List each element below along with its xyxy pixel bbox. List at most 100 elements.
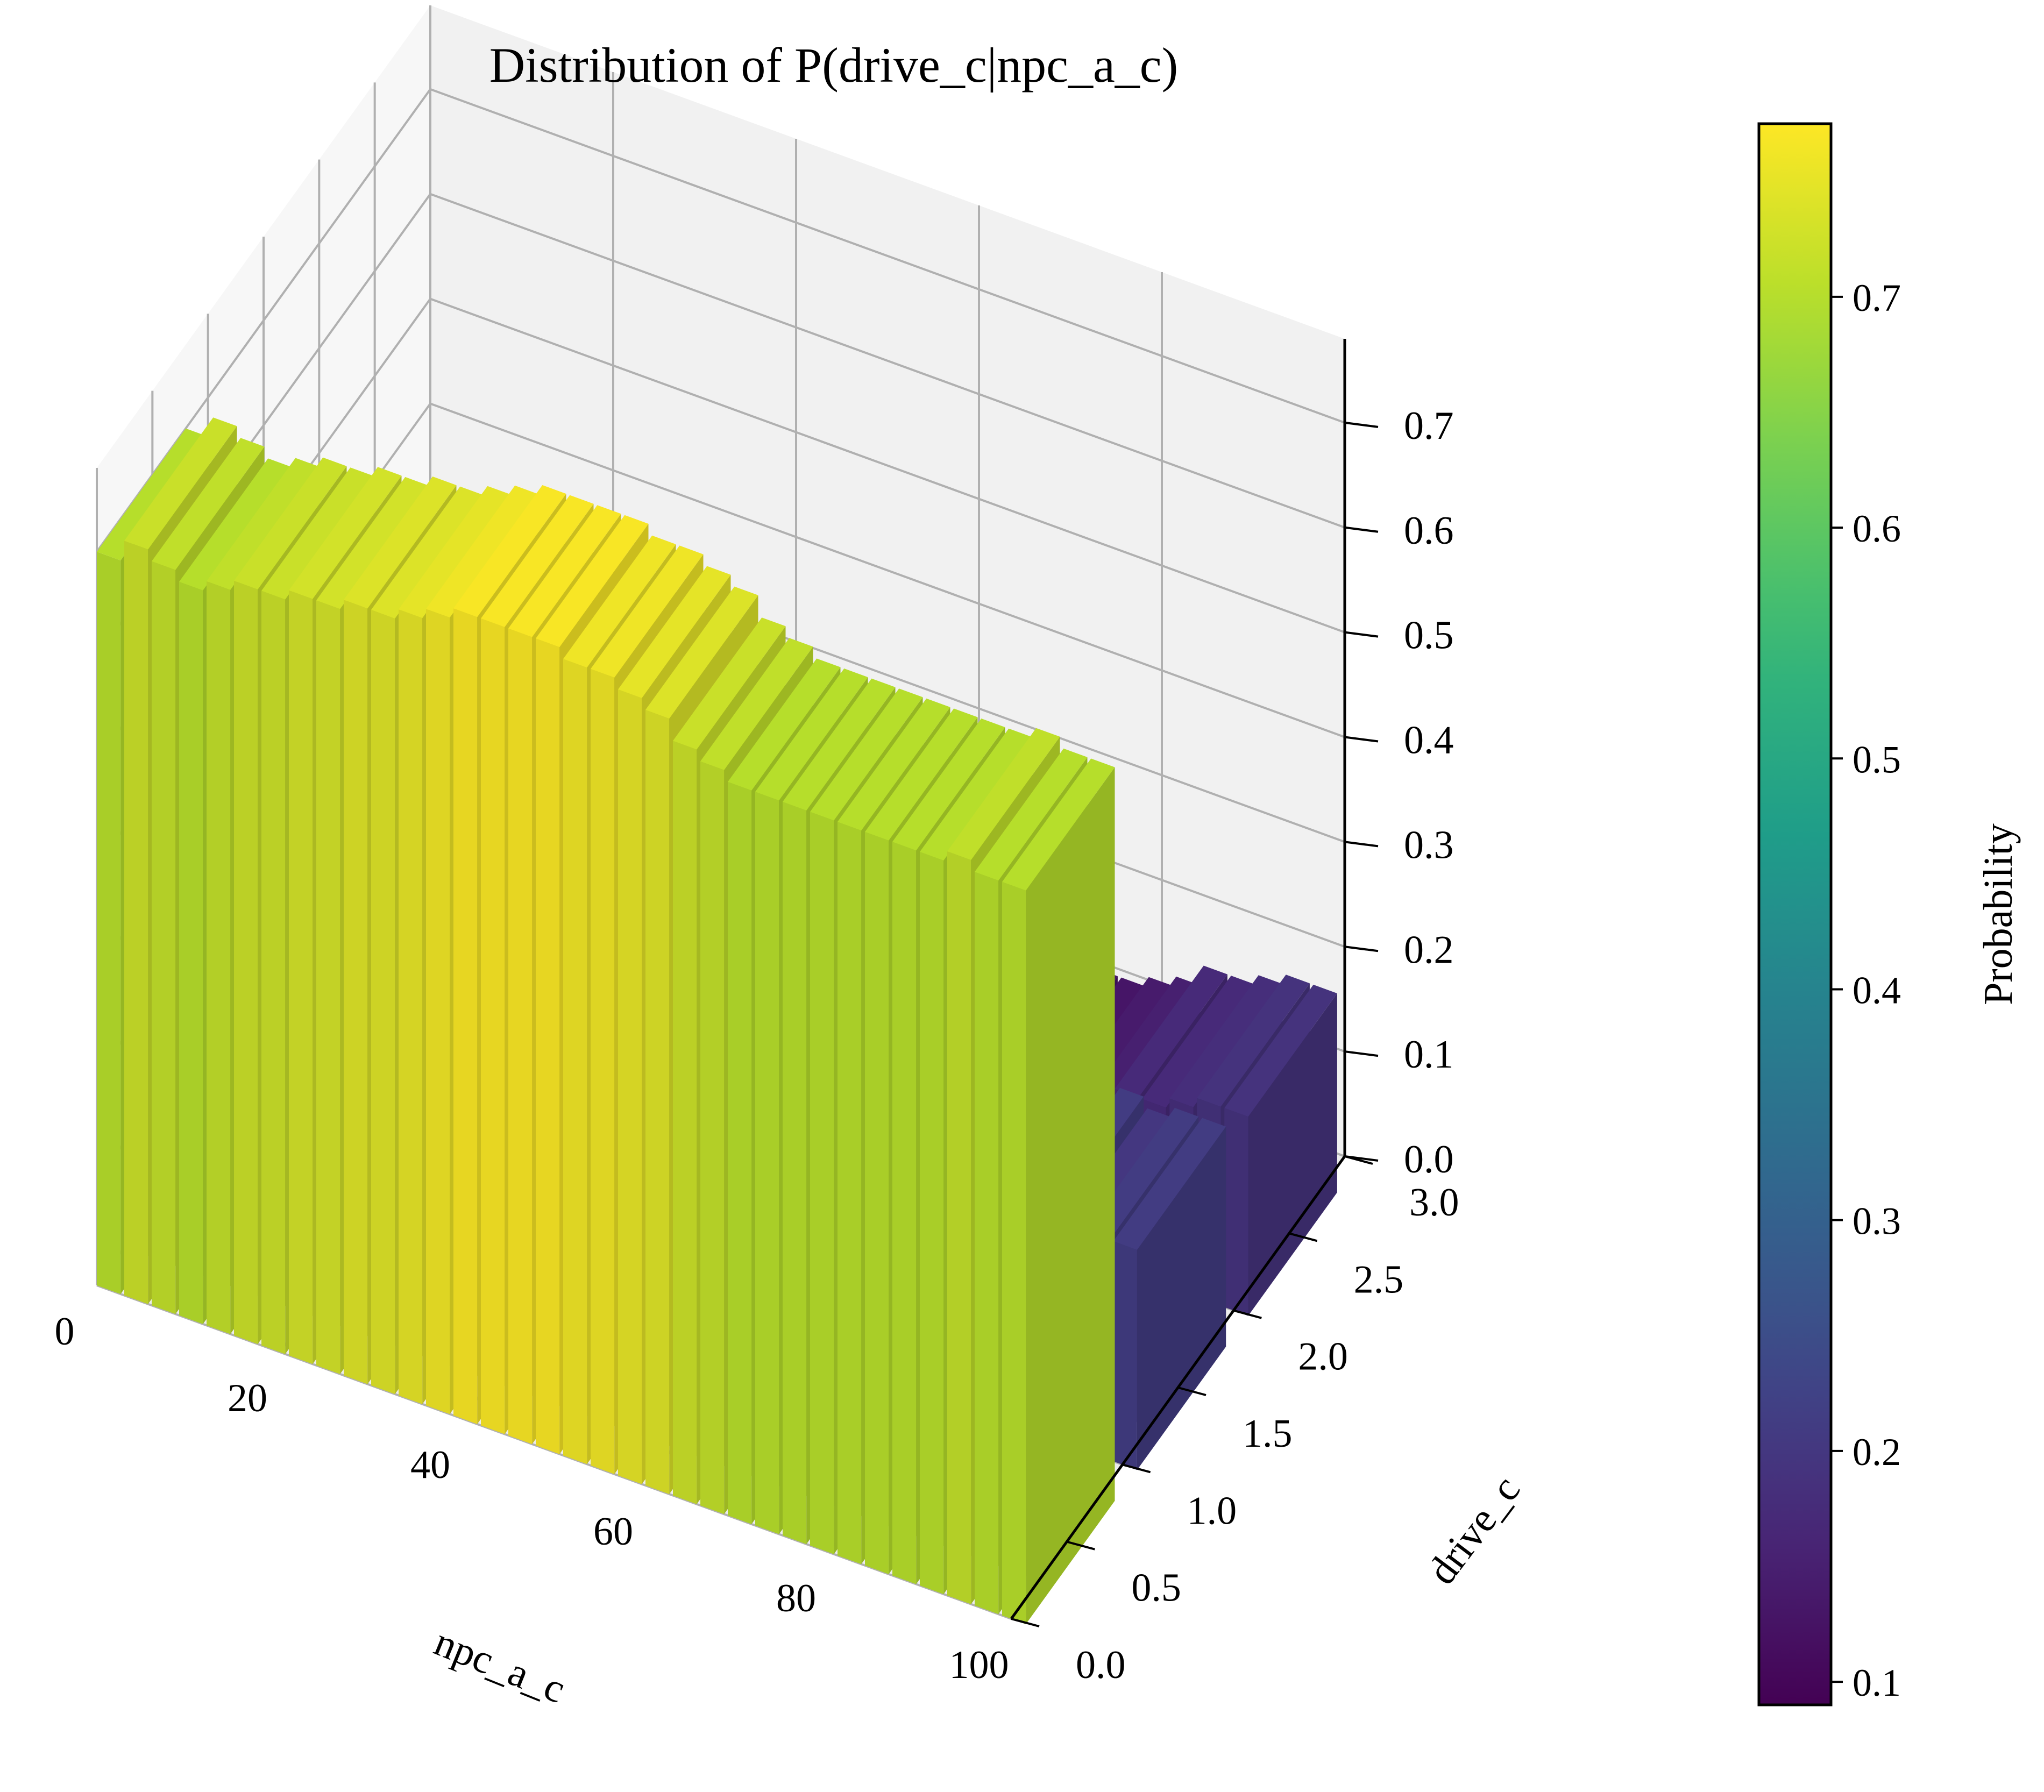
- y-tick-label: 2.5: [1354, 1257, 1404, 1302]
- y-tick-mark: [1289, 1232, 1318, 1242]
- y-tick-mark: [1011, 1618, 1040, 1627]
- bar-top-face: [1002, 758, 1115, 891]
- y-axis-label: drive_c: [1419, 1468, 1529, 1593]
- bar-front-face: [947, 851, 971, 1604]
- bar-front-face: [481, 618, 505, 1434]
- bar-front-face: [728, 781, 752, 1524]
- bar-front-face: [783, 801, 807, 1545]
- z-tick-mark: [1344, 841, 1379, 848]
- z-tick-mark: [1344, 736, 1379, 743]
- bar-top-face: [371, 486, 484, 619]
- bar-front-face: [344, 600, 368, 1384]
- bar-front-face: [426, 609, 450, 1414]
- z-tick-label: 0.3: [1404, 823, 1454, 867]
- y-tick-mark: [1177, 1386, 1206, 1396]
- bar-front-face: [563, 659, 587, 1464]
- y-tick-mark: [1066, 1540, 1095, 1551]
- bar: [1113, 1118, 1226, 1470]
- colorbar-gradient: [1757, 122, 1833, 1706]
- bar-front-face: [618, 689, 642, 1484]
- bar-front-face: [124, 541, 148, 1304]
- bar-front-face: [453, 608, 478, 1424]
- bar-side-face: [1137, 1126, 1226, 1470]
- bar-top-face: [700, 638, 813, 770]
- z-tick-label: 0.6: [1404, 509, 1454, 553]
- z-tick-label: 0.2: [1404, 928, 1454, 972]
- colorbar-tick-label: 0.3: [1853, 1200, 1901, 1243]
- bar-top-face: [536, 515, 649, 648]
- bar-top-face: [1087, 976, 1200, 1109]
- y-tick-label: 3.0: [1409, 1181, 1459, 1225]
- z-tick-mark: [1344, 1050, 1379, 1057]
- bar-top-face: [673, 617, 786, 750]
- y-tick-label: 0.5: [1131, 1566, 1181, 1610]
- bar-front-face: [508, 628, 533, 1445]
- bar-front-face: [755, 792, 779, 1534]
- bar-front-face: [316, 600, 340, 1374]
- z-tick-mark: [1344, 421, 1379, 428]
- x-tick-label: 80: [776, 1576, 816, 1620]
- bar-side-face: [1026, 767, 1115, 1624]
- y-tick-mark: [1122, 1463, 1151, 1474]
- bar-top-face: [481, 495, 594, 627]
- z-tick-label: 0.5: [1404, 614, 1454, 658]
- bar: [1224, 984, 1337, 1316]
- bar-front-face: [892, 842, 917, 1584]
- y-tick-label: 0.0: [1076, 1643, 1126, 1687]
- bar-top-face: [1224, 984, 1337, 1117]
- bar-top-face: [892, 719, 1005, 851]
- bar-front-face: [289, 590, 313, 1364]
- bar-top-face: [508, 505, 621, 637]
- bar-front-face: [920, 851, 944, 1595]
- bar-top-face: [618, 566, 731, 698]
- bar-top-face: [865, 708, 978, 841]
- y-tick-label: 1.5: [1243, 1412, 1293, 1456]
- bar-top-face: [399, 486, 512, 618]
- z-tick-label: 0.1: [1404, 1033, 1454, 1077]
- bar-front-face: [810, 812, 834, 1554]
- bar-top-face: [1197, 975, 1310, 1107]
- grid-z-back: [430, 193, 1345, 529]
- bar-top-face: [1115, 965, 1227, 1098]
- bar-front-face: [207, 581, 231, 1334]
- bar-front-face: [700, 761, 725, 1514]
- bar-side-face: [1248, 993, 1337, 1316]
- chart-title: Distribution of P(drive_c|npc_a_c): [489, 38, 1179, 93]
- bar-front-face: [152, 561, 176, 1314]
- bar-top-face: [563, 535, 676, 668]
- x-tick-label: 60: [593, 1510, 633, 1554]
- colorbar-tick-label: 0.4: [1853, 969, 1901, 1012]
- y-tick-label: 1.0: [1187, 1489, 1237, 1533]
- colorbar-tick-label: 0.2: [1853, 1431, 1901, 1474]
- bar-front-face: [975, 872, 999, 1615]
- bar-top-face: [838, 698, 950, 831]
- bar-top-face: [591, 545, 704, 678]
- bar-front-face: [865, 831, 889, 1574]
- colorbar-tick-label: 0.6: [1853, 507, 1901, 550]
- bar-top-face: [1142, 976, 1255, 1108]
- grid-z-back: [430, 402, 1345, 738]
- bar-front-face: [1224, 1108, 1248, 1316]
- colorbar-label: Probability: [1976, 823, 2021, 1005]
- bar-top-face: [783, 678, 896, 810]
- bar-top-face: [453, 485, 566, 617]
- axis-lines: [1010, 339, 1379, 1627]
- x-tick-label: 40: [410, 1443, 450, 1487]
- bar-front-face: [261, 591, 286, 1354]
- bar-front-face: [399, 609, 423, 1404]
- bar-top-face: [810, 688, 923, 821]
- bar-top-face: [261, 467, 374, 600]
- bar-top-face: [1169, 975, 1282, 1107]
- colorbar-tick-label: 0.1: [1853, 1661, 1901, 1704]
- bar-front-face: [591, 669, 615, 1474]
- bar-top-face: [344, 477, 457, 609]
- grid-y-floor: [96, 1284, 1012, 1620]
- bar-top-face: [207, 458, 320, 590]
- z-tick-label: 0.0: [1404, 1137, 1454, 1182]
- x-axis-label: npc_a_c: [428, 1619, 571, 1712]
- grid-z-back: [430, 88, 1345, 424]
- colorbar: 0.1 0.2 0.3 0.4 0.5 0.6 0.7 Probability: [1757, 122, 2021, 1706]
- colorbar-tick-label: 0.5: [1853, 738, 1901, 781]
